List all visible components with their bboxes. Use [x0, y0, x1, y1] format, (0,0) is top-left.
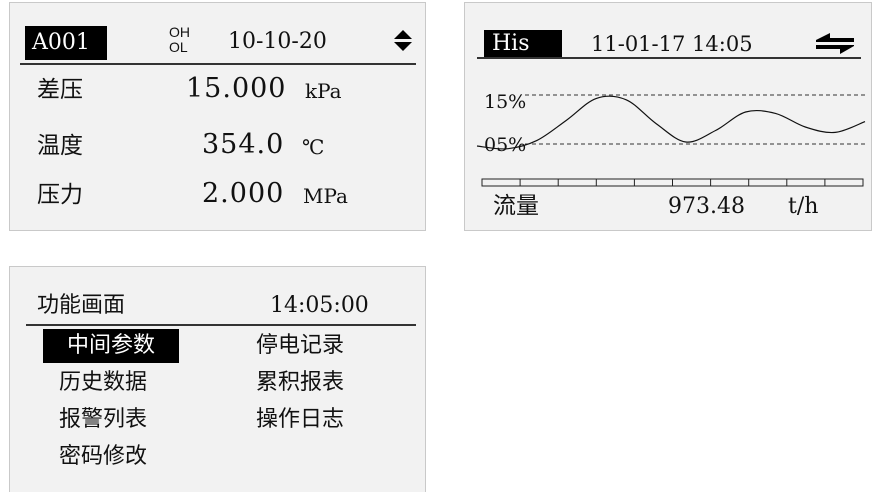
menu-item-operation-log[interactable]: 操作日志 [256, 407, 345, 432]
reading-value: 2.000 [202, 178, 285, 209]
flow-label: 流量 [493, 193, 539, 219]
menu-title: 功能画面 [37, 293, 126, 318]
history-divider [477, 57, 861, 59]
flow-unit: t/h [788, 194, 819, 219]
reading-unit: kPa [305, 79, 342, 103]
reading-value: 354.0 [202, 129, 285, 160]
reading-label: 压力 [37, 182, 83, 208]
menu-item-password-change[interactable]: 密码修改 [59, 444, 148, 469]
menu-item-cumulative-report[interactable]: 累积报表 [256, 370, 345, 395]
history-panel: His 11-01-17 14:05 15% 05% 流量 973.48 t/h [464, 2, 872, 231]
time-scale-bar [481, 178, 864, 187]
history-tag: His [484, 30, 562, 58]
function-menu-panel: 功能画面 14:05:00 中间参数 停电记录 历史数据 累积报表 报警列表 操… [9, 266, 426, 492]
menu-item-history-data[interactable]: 历史数据 [59, 370, 148, 395]
up-down-arrows-icon[interactable] [393, 29, 413, 53]
high-threshold-label: 15% [484, 91, 527, 113]
menu-time: 14:05:00 [270, 293, 369, 318]
trend-line [476, 95, 866, 150]
menu-divider [26, 324, 416, 326]
reading-label: 温度 [37, 133, 83, 159]
reading-unit: MPa [303, 184, 348, 208]
reading-label: 差压 [37, 77, 83, 103]
ol-indicator: OL [169, 39, 188, 55]
left-right-arrows-icon[interactable] [814, 33, 856, 55]
reading-unit: ℃ [302, 135, 325, 159]
trend-chart [476, 94, 866, 187]
reading-value: 15.000 [186, 73, 287, 104]
oh-indicator: OH [169, 24, 190, 40]
date-display: 10-10-20 [228, 29, 327, 54]
low-threshold-label: 05% [484, 134, 527, 156]
header-divider [20, 63, 416, 65]
menu-item-intermediate-params[interactable]: 中间参数 [43, 329, 179, 363]
menu-item-power-failure-log[interactable]: 停电记录 [256, 333, 345, 358]
menu-item-alarm-list[interactable]: 报警列表 [59, 407, 148, 432]
flow-value: 973.48 [668, 194, 745, 219]
tag-label: A001 [25, 26, 107, 60]
readings-panel: A001 OH OL 10-10-20 差压 15.000 kPa 温度 354… [9, 2, 426, 231]
history-datetime: 11-01-17 14:05 [591, 32, 753, 56]
